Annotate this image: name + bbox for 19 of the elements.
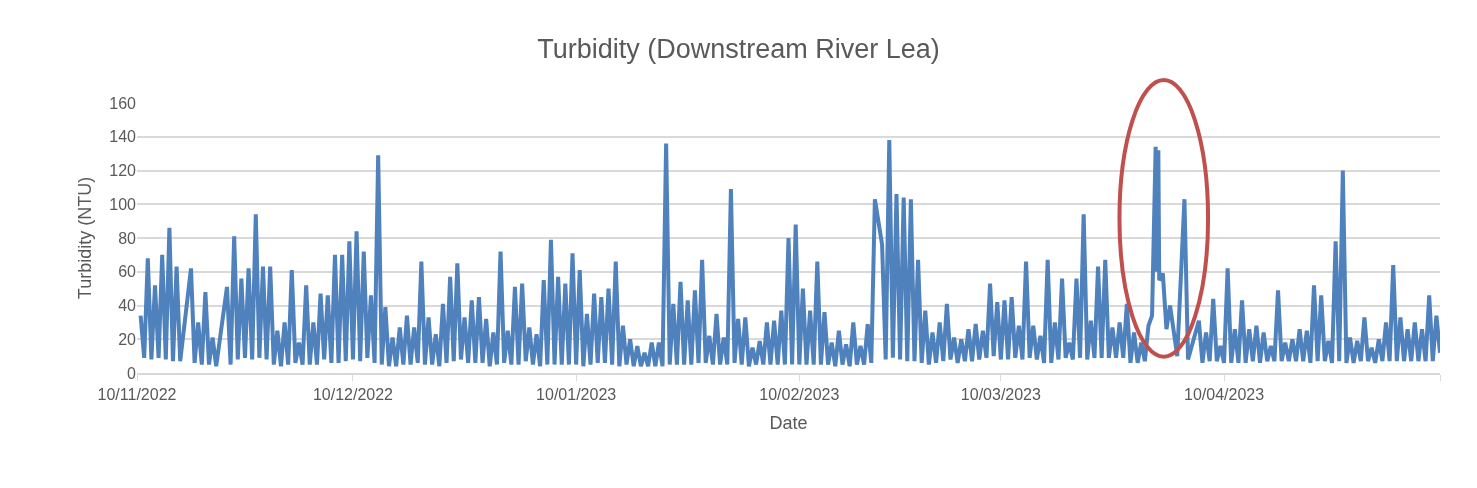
y-tick-label: 80 (118, 229, 137, 247)
y-tick-label: 0 (127, 364, 137, 382)
y-tick-label: 160 (109, 94, 137, 112)
x-tick-label: 10/11/2022 (97, 385, 177, 403)
y-axis-title: Turbidity (NTU) (75, 176, 96, 300)
y-tick-label: 140 (109, 128, 137, 146)
x-axis-title: Date (769, 412, 808, 433)
x-tick-label: 10/01/2023 (536, 385, 617, 403)
y-tick-label: 120 (109, 162, 137, 180)
y-tick-label: 60 (118, 263, 137, 281)
x-tick-label: 10/04/2023 (1183, 385, 1265, 403)
line-series (138, 138, 1440, 369)
y-tick-label: 20 (118, 330, 137, 348)
y-tick-label: 40 (118, 297, 137, 315)
y-tick-label: 100 (109, 195, 137, 213)
x-tick-label: 10/12/2022 (312, 385, 394, 403)
chart-title: Turbidity (Downstream River Lea) (537, 34, 940, 65)
x-tick-label: 10/03/2023 (960, 385, 1042, 403)
x-tick-label: 10/02/2023 (759, 385, 840, 403)
